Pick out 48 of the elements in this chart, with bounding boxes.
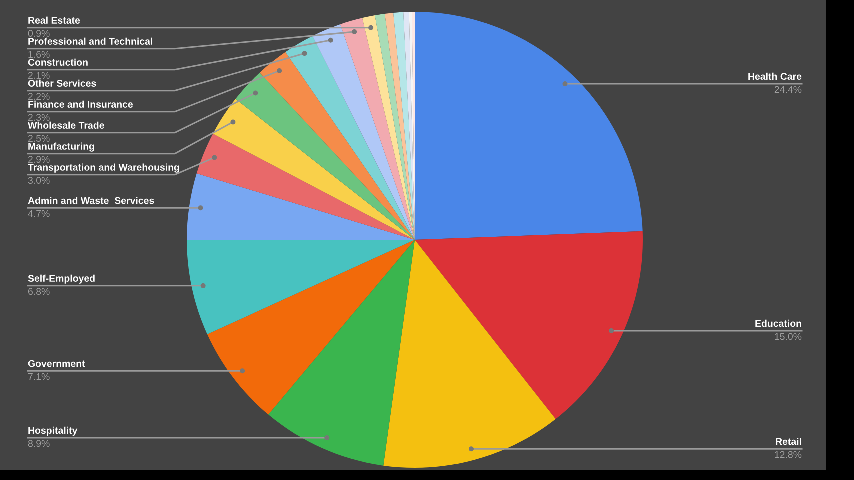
slice-label: Self-Employed [28,274,95,284]
pie-slice [187,240,415,334]
data-label: 8.9% [28,440,50,448]
slice-label: Construction [28,58,88,66]
data-label: 2.5% [28,135,50,142]
data-label: 2.9% [28,156,50,164]
slice-label: Other Services [28,80,96,87]
pie-slice [196,134,415,240]
slice-label: Real Estate [28,16,80,24]
pie-slice [340,18,415,240]
pie-slice [207,240,415,415]
data-label: 6.8% [28,288,50,296]
slice-label: Hospitality [28,426,78,436]
slice-label: Wholesale Trade [28,122,104,129]
pie-slice [187,174,415,240]
data-label: 0.9% [28,30,50,38]
data-label: 2.3% [28,114,50,122]
pie-slice [260,52,415,240]
pie-slice [415,231,643,420]
data-label: 24.4% [774,86,802,94]
data-label: 12.8% [775,451,802,458]
data-label: 2.2% [28,93,50,100]
data-label: 3.0% [28,177,50,184]
slice-label: Admin and Waste Services [28,197,154,204]
data-label: 1.6% [28,51,50,58]
pie-slice [286,36,415,240]
pie-slice [268,240,415,466]
pie-slice [415,12,643,240]
pie-slice [312,24,415,240]
pie-slice [384,240,556,468]
pie-slice [375,14,415,240]
data-label: 7.1% [28,373,50,380]
data-label: 4.7% [28,210,50,218]
pie-slice [236,72,415,240]
slice-label: Professional and Technical [28,38,152,45]
pie-slice [385,13,415,240]
pie-slice [362,16,415,240]
pie-slice [213,99,415,240]
slice-label: Retail [776,438,802,446]
slice-label: Health Care [748,72,802,80]
slice-label: Manufacturing [28,142,94,152]
data-label: 2.1% [28,72,50,80]
data-label: 15.0% [775,333,802,340]
slice-label: Government [28,360,86,368]
pie-slice [394,12,415,240]
slice-label: Finance and Insurance [28,100,134,108]
slice-label: Transportation and Warehousing [28,164,180,173]
slice-label: Education [756,320,802,328]
